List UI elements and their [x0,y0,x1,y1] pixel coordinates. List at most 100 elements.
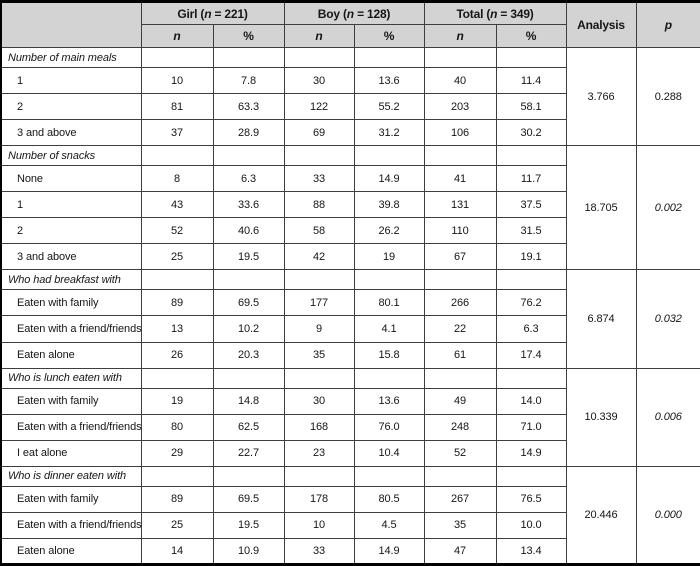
header-girl-nvar: n [204,6,212,21]
header-girl-after: = 221) [211,6,248,21]
analysis-value: 20.446 [565,465,637,566]
empty-cell [283,46,355,69]
empty-cell [140,269,214,291]
total-n-cell: 203 [423,93,497,121]
girl-pct-cell: 20.3 [212,341,285,369]
empty-cell [140,367,214,389]
total-pct-cell: 37.5 [495,191,567,219]
girl-pct-cell: 10.9 [212,537,285,566]
girl-pct-cell: 62.5 [212,413,285,441]
section-header-lunch: Who is lunch eaten with 10.339 0.006 [0,367,700,467]
total-pct-cell: 76.5 [495,485,567,513]
total-pct-cell: 17.4 [495,341,567,369]
total-pct-cell: 10.0 [495,511,567,539]
total-pct-cell: 11.7 [495,165,567,193]
table-row: 1 43 33.6 88 39.8 131 37.5 [0,191,700,219]
header-boy-nvar: n [346,6,354,21]
girl-pct-cell: 40.6 [212,217,285,245]
empty-cell [140,465,214,487]
total-n-cell: 266 [423,289,497,317]
girl-n-cell: 81 [140,93,214,121]
boy-n-cell: 23 [283,439,355,467]
boy-n-cell: 58 [283,217,355,245]
boy-pct-cell: 26.2 [353,217,425,245]
girl-n-cell: 13 [140,315,214,343]
total-n-cell: 110 [423,217,497,245]
empty-cell [140,145,214,167]
empty-cell [212,465,285,487]
total-n-cell: 35 [423,511,497,539]
boy-n-cell: 35 [283,341,355,369]
boy-pct-cell: 14.9 [353,165,425,193]
empty-cell [212,269,285,291]
row-label: 3 and above [0,243,142,271]
section-header-breakfast: Who had breakfast with 6.874 0.032 [0,269,700,369]
row-label: 2 [0,93,142,121]
total-pct-cell: 11.4 [495,67,567,95]
table-row: Eaten with a friend/friends 25 19.5 10 4… [0,511,700,539]
row-label: Eaten with family [0,387,142,415]
table-row: 2 81 63.3 122 55.2 203 58.1 [0,93,700,121]
header-analysis: Analysis [565,1,637,48]
empty-cell [283,269,355,291]
girl-pct-cell: 14.8 [212,387,285,415]
subheader-total-n: n [423,24,497,48]
empty-cell [495,367,567,389]
boy-n-cell: 30 [283,67,355,95]
total-pct-cell: 76.2 [495,289,567,317]
girl-n-cell: 89 [140,289,214,317]
subheader-boy-n: n [283,24,355,48]
empty-cell [140,46,214,69]
total-n-cell: 52 [423,439,497,467]
table-row: 3 and above 37 28.9 69 31.2 106 30.2 [0,119,700,147]
empty-cell [423,46,497,69]
girl-n-cell: 14 [140,537,214,566]
total-n-cell: 41 [423,165,497,193]
girl-pct-cell: 22.7 [212,439,285,467]
total-n-cell: 106 [423,119,497,147]
boy-pct-cell: 14.9 [353,537,425,566]
section-header-main-meals: Number of main meals 3.766 0.288 [0,46,700,147]
row-label: Eaten with a friend/friends [0,413,142,441]
girl-pct-cell: 7.8 [212,67,285,95]
header-boy-before: Boy ( [317,6,347,21]
total-pct-cell: 14.9 [495,439,567,467]
girl-n-cell: 19 [140,387,214,415]
empty-cell [283,465,355,487]
row-label: 1 [0,191,142,219]
analysis-value: 3.766 [565,46,637,147]
girl-n-cell: 25 [140,511,214,539]
empty-cell [212,145,285,167]
row-label: Eaten alone [0,537,142,566]
row-label: I eat alone [0,439,142,467]
header-total-before: Total ( [456,6,491,21]
girl-pct-cell: 28.9 [212,119,285,147]
header-boy-after: = 128) [353,6,391,21]
section-header-dinner: Who is dinner eaten with 20.446 0.000 [0,465,700,566]
empty-cell [353,367,425,389]
header-p: p [635,1,700,48]
analysis-value: 6.874 [565,269,637,369]
girl-pct-cell: 69.5 [212,485,285,513]
total-n-cell: 22 [423,315,497,343]
boy-n-cell: 30 [283,387,355,415]
boy-n-cell: 10 [283,511,355,539]
total-pct-cell: 14.0 [495,387,567,415]
boy-n-cell: 168 [283,413,355,441]
empty-cell [283,367,355,389]
girl-n-cell: 25 [140,243,214,271]
row-label: 3 and above [0,119,142,147]
boy-pct-cell: 10.4 [353,439,425,467]
girl-n-cell: 26 [140,341,214,369]
boy-pct-cell: 4.1 [353,315,425,343]
total-pct-cell: 71.0 [495,413,567,441]
p-value: 0.002 [635,145,700,271]
empty-cell [212,367,285,389]
girl-pct-cell: 63.3 [212,93,285,121]
header-total-after: = 349) [497,6,534,21]
subheader-girl-pct: % [212,24,285,48]
total-pct-cell: 58.1 [495,93,567,121]
empty-cell [423,269,497,291]
boy-pct-cell: 39.8 [353,191,425,219]
total-n-cell: 248 [423,413,497,441]
